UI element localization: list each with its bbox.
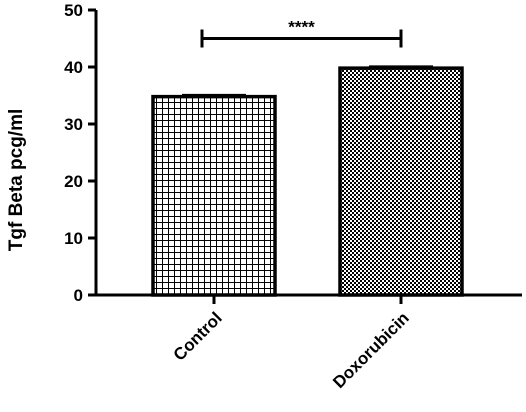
category-label: Doxorubicin xyxy=(329,308,413,392)
y-axis-title-group: Tgf Beta pcg/ml xyxy=(6,109,27,252)
y-axis-title: Tgf Beta pcg/ml xyxy=(6,109,27,252)
y-tick-label: 20 xyxy=(64,172,83,191)
y-axis: 0 10 20 30 40 50 xyxy=(64,1,98,305)
y-tick-label: 10 xyxy=(64,229,83,248)
bar-control xyxy=(151,94,277,297)
bar-doxorubicin xyxy=(338,66,464,297)
category-labels-group: Control Doxorubicin xyxy=(170,308,413,392)
y-tick-label: 0 xyxy=(74,286,83,305)
bars-group xyxy=(151,66,464,297)
significance-label: **** xyxy=(288,18,315,37)
y-tick-label: 50 xyxy=(64,1,83,20)
significance-group: **** xyxy=(200,18,403,48)
y-tick-label: 40 xyxy=(64,58,83,77)
error-bars-group xyxy=(182,65,433,97)
y-tick-label: 30 xyxy=(64,115,83,134)
category-label: Control xyxy=(170,308,226,364)
